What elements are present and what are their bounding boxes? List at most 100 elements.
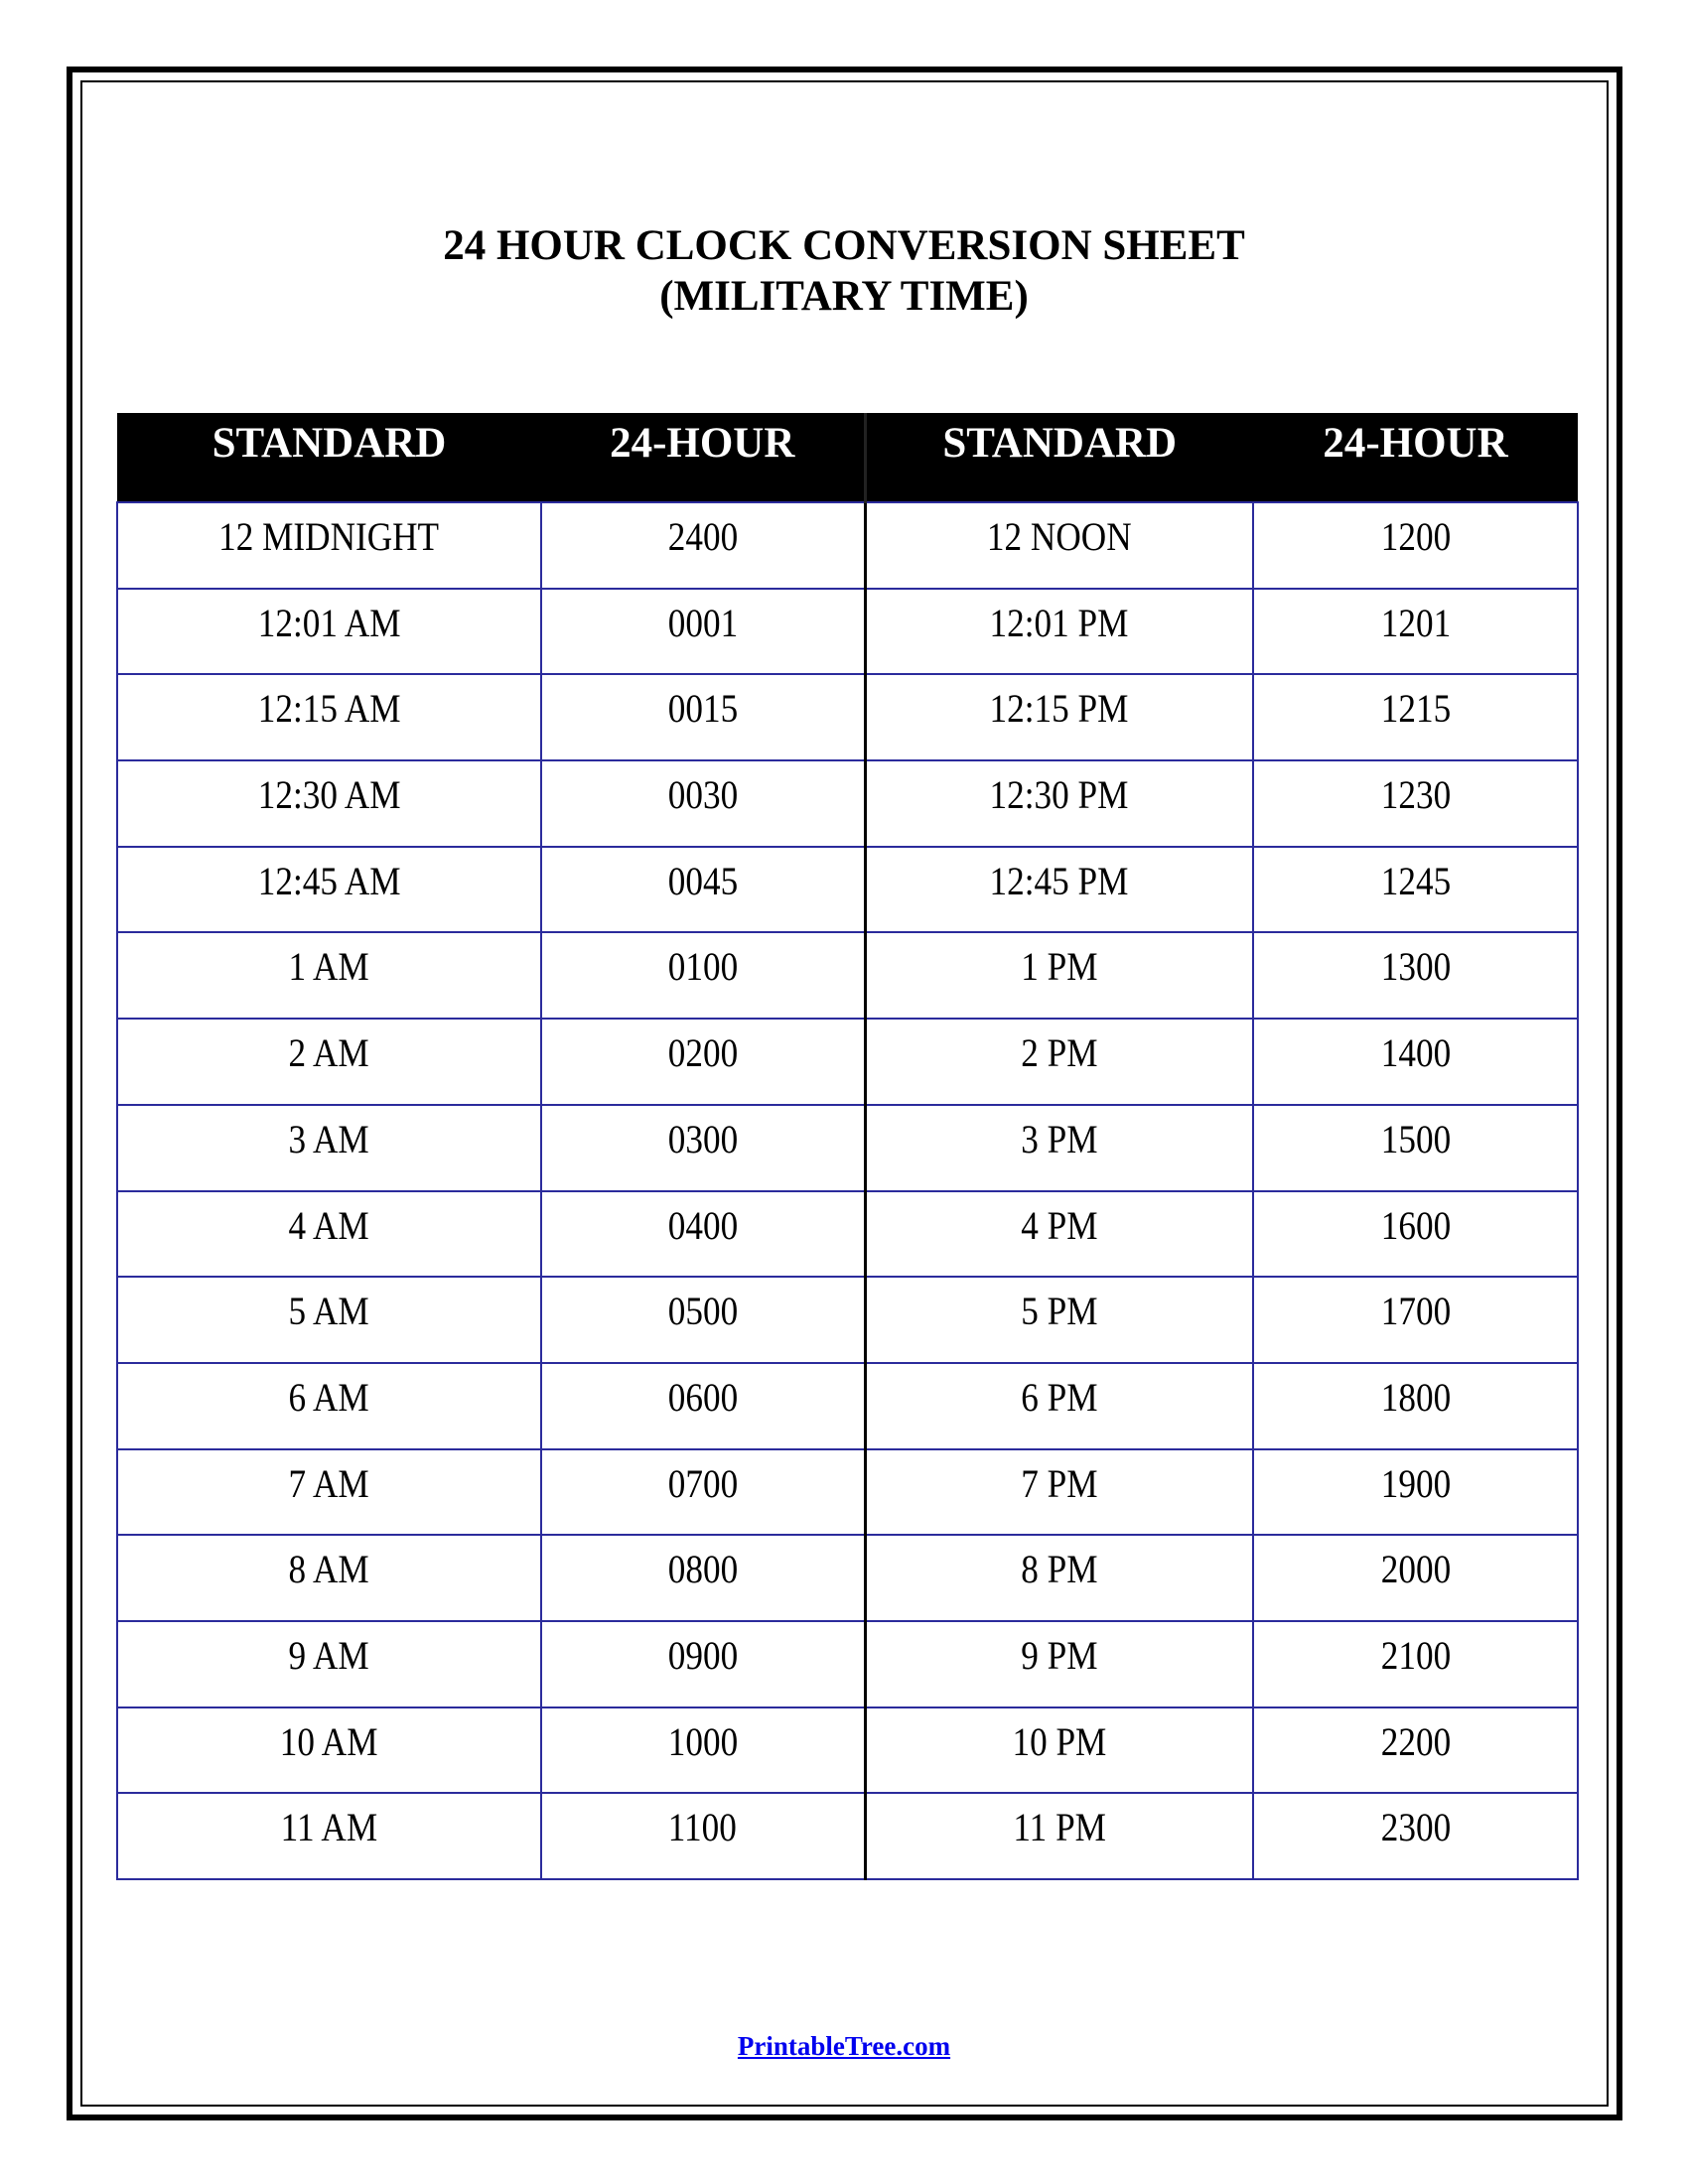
cell-text: 2 PM (1021, 1030, 1098, 1076)
military-time-cell: 0300 (540, 1103, 867, 1192)
cell-text: 1200 (1380, 514, 1451, 559)
cell-text: 4 AM (288, 1202, 370, 1248)
cell-text: 6 PM (1021, 1374, 1098, 1420)
standard-time-cell: 12:15 AM (116, 673, 542, 762)
standard-time-cell: 11 AM (116, 1792, 542, 1880)
standard-time-cell: 6 PM (864, 1361, 1254, 1450)
table-row: 9 AM 0900 9 PM 2100 (116, 1619, 1579, 1708)
standard-time-cell: 7 AM (116, 1447, 542, 1537)
table-row: 11 AM 1100 11 PM 2300 (116, 1792, 1579, 1880)
cell-text: 1201 (1380, 600, 1451, 645)
table-row: 12:01 AM 0001 12:01 PM 1201 (116, 587, 1579, 676)
cell-text: 1500 (1380, 1116, 1451, 1161)
cell-text: 2200 (1380, 1718, 1451, 1764)
military-time-cell: 0700 (540, 1447, 867, 1537)
cell-text: 7 AM (288, 1460, 370, 1506)
military-time-cell: 1000 (540, 1706, 867, 1795)
standard-time-cell: 5 PM (864, 1276, 1254, 1364)
cell-text: 3 PM (1021, 1116, 1098, 1161)
standard-time-cell: 10 AM (116, 1706, 542, 1795)
cell-text: 12:01 AM (257, 600, 401, 645)
standard-time-cell: 12:45 AM (116, 845, 542, 934)
cell-text: 1000 (667, 1718, 738, 1764)
standard-time-cell: 6 AM (116, 1361, 542, 1450)
military-time-cell: 0800 (540, 1534, 867, 1622)
cell-text: 5 PM (1021, 1289, 1098, 1334)
cell-text: 7 PM (1021, 1460, 1098, 1506)
table-row: 7 AM 0700 7 PM 1900 (116, 1447, 1579, 1537)
cell-text: 1 AM (288, 944, 370, 990)
cell-text: 0500 (667, 1289, 738, 1334)
cell-text: 2000 (1380, 1547, 1451, 1592)
cell-text: 12:01 PM (989, 600, 1129, 645)
cell-text: 1300 (1380, 944, 1451, 990)
military-time-cell: 1800 (1252, 1361, 1579, 1450)
table-row: 6 AM 0600 6 PM 1800 (116, 1361, 1579, 1450)
military-time-cell: 1245 (1252, 845, 1579, 934)
header-24-hour: 24-HOUR (541, 413, 867, 502)
cell-text: 12:30 PM (989, 772, 1129, 818)
cell-text: 12:15 AM (257, 686, 401, 732)
table-row: 2 AM 0200 2 PM 1400 (116, 1018, 1579, 1106)
cell-text: 4 PM (1021, 1202, 1098, 1248)
table-row: 4 AM 0400 4 PM 1600 (116, 1189, 1579, 1279)
header-standard: STANDARD (117, 413, 541, 502)
table-row: 12:15 AM 0015 12:15 PM 1215 (116, 673, 1579, 762)
standard-time-cell: 8 AM (116, 1534, 542, 1622)
cell-text: 1900 (1380, 1460, 1451, 1506)
cell-text: 3 AM (288, 1116, 370, 1161)
page-border (67, 67, 1622, 2120)
military-time-cell: 1400 (1252, 1018, 1579, 1106)
cell-text: 12:45 PM (989, 858, 1129, 903)
cell-text: 1245 (1380, 858, 1451, 903)
cell-text: 2400 (667, 514, 738, 559)
standard-time-cell: 5 AM (116, 1276, 542, 1364)
header-row: STANDARD 24-HOUR STANDARD 24-HOUR (117, 413, 1578, 502)
standard-time-cell: 12:01 AM (116, 587, 542, 676)
military-time-cell: 0400 (540, 1189, 867, 1279)
military-time-cell: 1230 (1252, 759, 1579, 848)
cell-text: 1600 (1380, 1202, 1451, 1248)
table-row: 8 AM 0800 8 PM 2000 (116, 1534, 1579, 1622)
cell-text: 12:45 AM (257, 858, 401, 903)
standard-time-cell: 1 AM (116, 931, 542, 1021)
military-time-cell: 1900 (1252, 1447, 1579, 1537)
military-time-cell: 0001 (540, 587, 867, 676)
military-time-cell: 0600 (540, 1361, 867, 1450)
military-time-cell: 1200 (1252, 501, 1579, 590)
cell-text: 12:15 PM (989, 686, 1129, 732)
standard-time-cell: 12:30 PM (864, 759, 1254, 848)
standard-time-cell: 12 NOON (864, 501, 1254, 590)
military-time-cell: 2200 (1252, 1706, 1579, 1795)
cell-text: 9 AM (288, 1632, 370, 1678)
cell-text: 2300 (1380, 1805, 1451, 1850)
table-row: 12:30 AM 0030 12:30 PM 1230 (116, 759, 1579, 848)
cell-text: 0015 (667, 686, 738, 732)
cell-text: 1 PM (1021, 944, 1098, 990)
standard-time-cell: 2 AM (116, 1018, 542, 1106)
cell-text: 0700 (667, 1460, 738, 1506)
cell-text: 1230 (1380, 772, 1451, 818)
military-time-cell: 2000 (1252, 1534, 1579, 1622)
cell-text: 0045 (667, 858, 738, 903)
military-time-cell: 1215 (1252, 673, 1579, 762)
standard-time-cell: 4 PM (864, 1189, 1254, 1279)
footer-link[interactable]: PrintableTree.com (737, 2031, 951, 2061)
standard-time-cell: 3 AM (116, 1103, 542, 1192)
military-time-cell: 0015 (540, 673, 867, 762)
cell-text: 0001 (667, 600, 738, 645)
title-line-2: (MILITARY TIME) (659, 273, 1029, 320)
cell-text: 10 AM (280, 1718, 378, 1764)
table-row: 1 AM 0100 1 PM 1300 (116, 931, 1579, 1021)
cell-text: 0600 (667, 1374, 738, 1420)
standard-time-cell: 9 AM (116, 1619, 542, 1708)
military-time-cell: 0500 (540, 1276, 867, 1364)
standard-time-cell: 2 PM (864, 1018, 1254, 1106)
cell-text: 12 NOON (986, 514, 1132, 559)
page-title: 24 HOUR CLOCK CONVERSION SHEET (MILITARY… (0, 220, 1688, 322)
cell-text: 2 AM (288, 1030, 370, 1076)
standard-time-cell: 12:01 PM (864, 587, 1254, 676)
table-row: 12 MIDNIGHT 2400 12 NOON 1200 (116, 501, 1579, 590)
standard-time-cell: 11 PM (864, 1792, 1254, 1880)
military-time-cell: 2100 (1252, 1619, 1579, 1708)
